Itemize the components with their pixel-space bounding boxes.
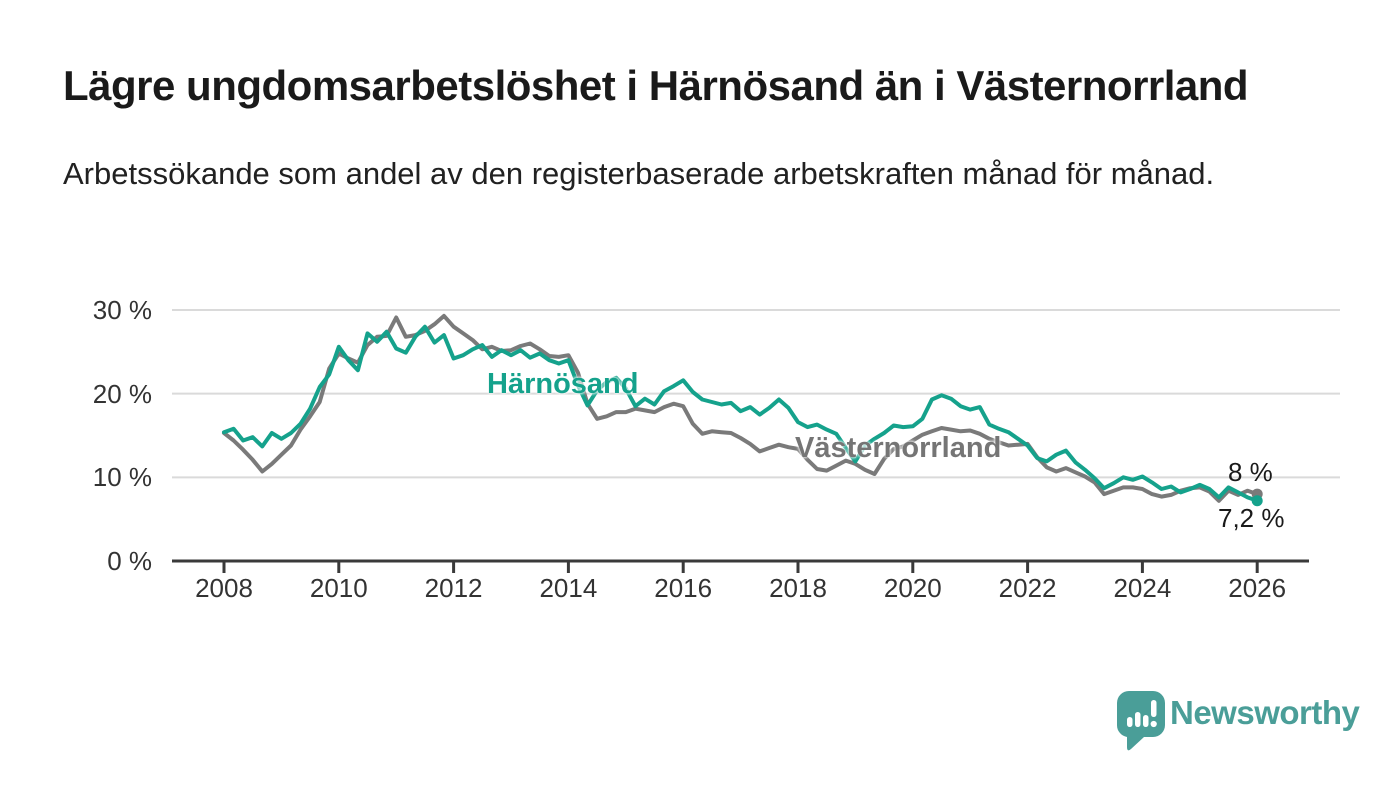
page-title: Lägre ungdomsarbetslöshet i Härnösand än… — [63, 62, 1249, 109]
end-dot-Härnösand — [1251, 495, 1263, 507]
end-value-label-vasternorrland: 8 % — [1228, 457, 1273, 487]
line-Härnösand — [222, 324, 1260, 503]
x-tick-label: 2020 — [883, 573, 942, 603]
x-tick-label: 2008 — [195, 573, 253, 603]
chart-subtitle: Arbetssökande som andel av den registerb… — [63, 156, 1215, 191]
line-Västernorrland — [222, 313, 1260, 503]
series-label-harnosand: Härnösand — [487, 368, 639, 400]
bar-chart-speech-bubble-icon — [1117, 691, 1165, 751]
x-tick-label: 2016 — [654, 573, 713, 603]
x-tick-label: 2022 — [998, 573, 1057, 603]
y-tick-label: 10 % — [92, 462, 152, 493]
series-label-vasternorrland: Västernorrland — [795, 432, 1002, 464]
y-tick-label: 20 % — [92, 378, 152, 409]
x-tick-label: 2018 — [769, 573, 827, 603]
end-value-label-harnosand: 7,2 % — [1218, 503, 1285, 533]
newsworthy-logo: Newsworthy — [1116, 688, 1376, 758]
x-tick-label: 2010 — [309, 573, 368, 603]
y-tick-label: 0 % — [107, 546, 152, 576]
x-tick-label: 2012 — [424, 573, 483, 603]
x-tick-label: 2024 — [1113, 573, 1172, 603]
x-tick-label: 2026 — [1228, 573, 1287, 603]
newsworthy-brand-text: Newsworthy — [1170, 694, 1360, 731]
x-tick-label: 2014 — [539, 573, 598, 603]
y-tick-label: 30 % — [92, 294, 152, 325]
